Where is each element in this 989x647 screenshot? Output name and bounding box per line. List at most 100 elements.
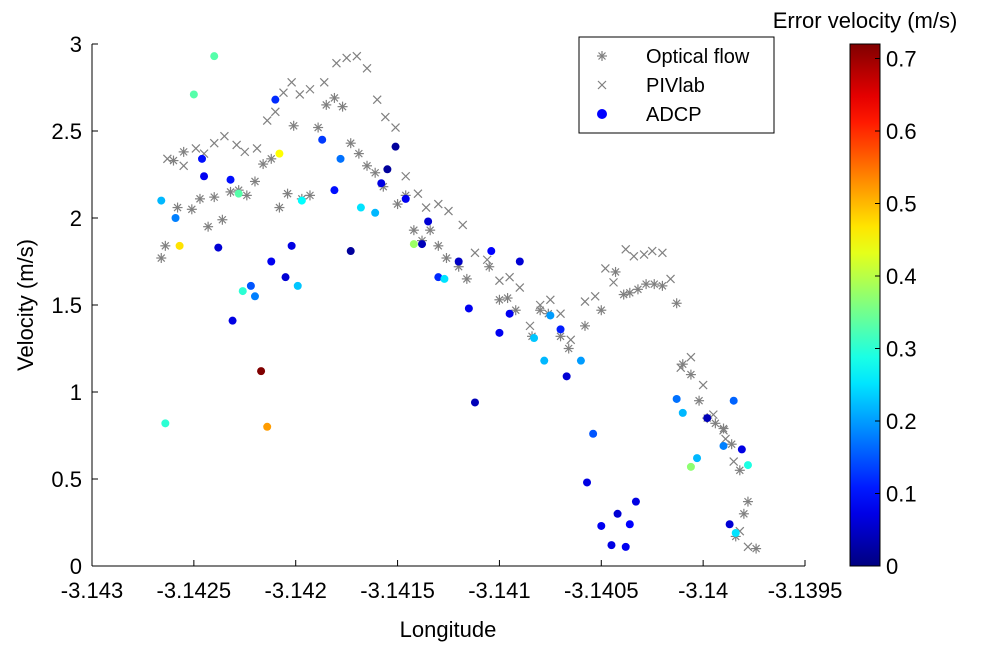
pivlab-point [219, 131, 229, 141]
pivlab-point [639, 250, 649, 259]
legend-label: Optical flow [646, 46, 750, 68]
optical-flow-point [610, 266, 621, 277]
optical-flow-point [535, 305, 546, 316]
pivlab-point [232, 140, 242, 150]
legend-label: PIVlab [646, 75, 705, 97]
pivlab-point [495, 276, 504, 286]
legend-box [578, 36, 775, 134]
optical-flow-point [304, 190, 315, 201]
adcp-point [613, 509, 622, 518]
adcp-point [589, 429, 598, 438]
adcp-point [175, 241, 184, 250]
pivlab-point [413, 189, 423, 199]
optical-flow-point [241, 190, 252, 201]
pivlab-point [332, 58, 341, 68]
adcp-point [234, 189, 243, 198]
adcp-point [161, 419, 170, 428]
adcp-point [625, 520, 634, 529]
legend-dot-icon [597, 109, 607, 119]
pivlab-point [391, 123, 400, 132]
x-tick-label: -3.143 [61, 578, 123, 603]
pivlab-point [743, 542, 753, 552]
adcp-point [418, 240, 427, 249]
adcp-point [597, 521, 606, 530]
adcp-point [737, 445, 746, 454]
adcp-point [346, 247, 355, 256]
pivlab-point [270, 107, 280, 117]
optical-flow-point [441, 253, 452, 264]
pivlab-point [352, 51, 362, 61]
pivlab-point [686, 352, 696, 362]
optical-flow-point [742, 496, 753, 507]
adcp-point [210, 52, 219, 61]
legend-label: ADCP [646, 104, 702, 126]
y-tick-label: 1 [70, 380, 82, 405]
x-tick-label: -3.1405 [564, 578, 639, 603]
colorbar-title: Error velocity (m/s) [773, 8, 958, 33]
adcp-point [672, 394, 681, 403]
pivlab-point [470, 248, 480, 258]
x-tick-label: -3.1415 [360, 578, 435, 603]
optical-flow-point [172, 202, 183, 213]
adcp-point [246, 281, 255, 290]
adcp-point [356, 203, 365, 212]
adcp-point [189, 90, 198, 99]
adcp-point [391, 142, 400, 151]
y-tick-label: 2 [70, 206, 82, 231]
optical-flow-point [671, 298, 682, 309]
pivlab-point [525, 321, 535, 331]
optical-flow-point [579, 320, 590, 331]
pivlab-point [319, 77, 329, 87]
adcp-point [275, 149, 284, 158]
pivlab-point [240, 147, 250, 157]
optical-flow-point [392, 199, 403, 210]
legend-cross-icon [597, 80, 607, 90]
adcp-point [226, 175, 235, 184]
optical-flow-point [321, 99, 332, 110]
pivlab-point [262, 116, 272, 125]
adcp-point [725, 520, 734, 529]
colorbar-tick-label: 0.1 [886, 482, 917, 507]
optical-flow-point [313, 122, 324, 133]
pivlab-point [721, 434, 730, 444]
adcp-point [576, 356, 585, 365]
colorbar-tick-label: 0.7 [886, 47, 917, 72]
optical-flow-point [726, 439, 737, 450]
adcp-point [198, 154, 207, 163]
colorbar-tick-label: 0.3 [886, 337, 917, 362]
series-adcp [157, 52, 752, 551]
optical-flow-point [677, 359, 688, 370]
adcp-point [200, 172, 209, 181]
colorbar-gradient [849, 43, 881, 567]
pivlab-point [545, 295, 555, 305]
pivlab-point [162, 154, 172, 164]
x-tick-label: -3.142 [265, 578, 327, 603]
adcp-point [505, 309, 514, 318]
optical-flow-point [461, 273, 472, 284]
adcp-point [562, 372, 571, 381]
pivlab-point [505, 272, 515, 282]
optical-flow-point [685, 369, 696, 380]
pivlab-point [342, 53, 352, 63]
adcp-point [440, 274, 449, 283]
adcp-point [267, 257, 276, 266]
colorbar-tick-label: 0 [886, 554, 898, 579]
optical-flow-point [217, 214, 228, 225]
adcp-point [540, 356, 549, 365]
adcp-point [719, 441, 728, 450]
optical-flow-point [258, 159, 269, 170]
adcp-point [495, 328, 504, 337]
optical-flow-point [710, 418, 721, 429]
adcp-point [424, 217, 433, 226]
colorbar: 0 0.1 0.2 0.3 0.4 0.5 0.6 0.7 [849, 43, 917, 579]
adcp-point [703, 414, 712, 423]
y-tick-label: 1.5 [51, 293, 82, 318]
optical-flow-point [353, 148, 364, 159]
pivlab-point [209, 138, 219, 148]
optical-flow-point [194, 193, 205, 204]
optical-flow-point [502, 293, 513, 304]
optical-flow-point [178, 146, 189, 157]
pivlab-point [629, 251, 639, 261]
legend: Optical flow PIVlab ADCP [578, 36, 775, 134]
y-tick-label: 2.5 [51, 119, 82, 144]
